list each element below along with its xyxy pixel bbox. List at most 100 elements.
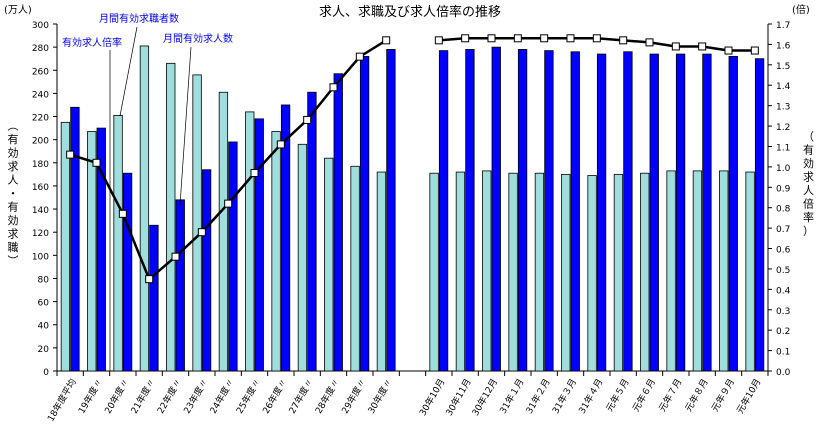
left-axis-unit: (万人) xyxy=(4,4,32,16)
category-label: 22年度〃 xyxy=(154,377,184,416)
left-tick-label: 100 xyxy=(32,252,49,262)
ratio-point xyxy=(92,158,101,167)
right-tick-label: 0.8 xyxy=(776,205,791,215)
ratio-point xyxy=(750,46,759,55)
ratio-point xyxy=(224,199,233,208)
annotation-leader xyxy=(179,46,192,206)
job-seekers-bar xyxy=(192,74,202,372)
job-offers-bar xyxy=(754,58,765,372)
job-offers-bar xyxy=(254,118,264,372)
right-tick-label: 1.5 xyxy=(776,62,790,72)
left-tick-label: 300 xyxy=(32,21,49,31)
job-offers-bar xyxy=(175,199,185,372)
category-label: 31年４月 xyxy=(576,377,606,416)
category-label: 21年度〃 xyxy=(128,377,158,416)
ratio-point xyxy=(276,140,285,149)
annotation-leader xyxy=(119,26,138,117)
job-offers-bar xyxy=(333,73,343,372)
job-seekers-bar xyxy=(271,131,281,372)
right-tick-label: 0.3 xyxy=(776,307,790,317)
job-seekers-bar xyxy=(719,170,729,372)
job-offers-bar xyxy=(70,106,80,372)
job-offers-bar xyxy=(149,224,159,372)
category-label: 元年８月 xyxy=(682,377,710,414)
job-seekers-bar xyxy=(87,131,97,372)
category-label: 元年10月 xyxy=(734,377,764,416)
category-label: 31年２月 xyxy=(523,377,553,416)
job-offers-bar xyxy=(570,51,580,372)
category-label: 30年12月 xyxy=(469,377,500,418)
job-seekers-bar xyxy=(745,171,755,372)
right-tick-label: 1.4 xyxy=(776,82,791,92)
left-tick-label: 120 xyxy=(32,229,49,239)
job-offers-bar xyxy=(544,50,554,372)
right-tick-label: 1.2 xyxy=(776,123,790,133)
right-axis-unit: (倍) xyxy=(792,3,810,16)
ratio-point xyxy=(645,38,654,47)
job-seekers-bar xyxy=(324,157,334,372)
left-tick-label: 0 xyxy=(43,368,49,378)
category-label: 26年度〃 xyxy=(260,377,290,416)
left-tick-label: 60 xyxy=(38,299,50,309)
ratio-point xyxy=(250,169,259,178)
job-offers-bar xyxy=(201,169,212,372)
category-label: 29年度〃 xyxy=(339,377,369,416)
job-seekers-bar xyxy=(218,91,229,372)
job-offers-bar xyxy=(307,91,317,372)
category-label: 31年３月 xyxy=(549,377,579,416)
ratio-point xyxy=(382,36,391,45)
ratio-point xyxy=(671,42,680,51)
right-tick-label: 1.1 xyxy=(776,143,790,153)
job-offers-bar xyxy=(96,127,106,372)
right-tick-label: 0.9 xyxy=(776,184,791,194)
job-offers-bar xyxy=(728,55,738,372)
job-offers-bar xyxy=(491,46,501,372)
category-label: 元年９月 xyxy=(709,377,737,414)
ratio-point xyxy=(66,150,75,159)
job-seekers-bar xyxy=(508,172,518,372)
ratio-point xyxy=(303,115,312,124)
ratio-point xyxy=(171,252,180,261)
right-tick-label: 0.5 xyxy=(776,266,790,276)
job-offers-bar xyxy=(675,53,686,372)
left-tick-label: 160 xyxy=(32,183,49,193)
ratio-point xyxy=(698,42,707,51)
ratio-point xyxy=(434,36,443,45)
chart-title: 求人、求職及び求人倍率の推移 xyxy=(319,4,501,20)
job-offers-bar xyxy=(359,55,370,372)
right-tick-label: 1.6 xyxy=(776,41,791,51)
ratio-point xyxy=(724,46,733,55)
job-offers-bar xyxy=(122,172,133,372)
job-seekers-bar xyxy=(60,121,71,372)
job-offers-bar xyxy=(649,53,659,372)
left-tick-label: 180 xyxy=(32,160,49,170)
job-seekers-bar xyxy=(245,111,255,372)
category-label: 19年度〃 xyxy=(75,377,105,416)
ratio-point xyxy=(619,36,628,45)
job-seekers-bar xyxy=(534,172,545,372)
job-seekers-bar xyxy=(587,175,597,372)
left-tick-label: 20 xyxy=(38,345,50,355)
job-seekers-bar xyxy=(561,173,571,372)
category-label: 18年度平均 xyxy=(45,377,79,424)
right-tick-label: 1.3 xyxy=(776,103,790,113)
right-tick-label: 0.2 xyxy=(776,327,790,337)
annotation-label: 有効求人倍率 xyxy=(62,36,122,49)
job-seekers-bar xyxy=(350,165,360,372)
ratio-point xyxy=(513,34,522,43)
category-label: 24年度〃 xyxy=(207,377,237,416)
job-offers-bar xyxy=(438,50,449,372)
left-tick-label: 40 xyxy=(38,322,50,332)
left-tick-label: 220 xyxy=(32,114,49,124)
right-axis-label: （有効求人倍率） xyxy=(803,130,814,238)
ratio-point xyxy=(197,228,206,237)
ratio-point xyxy=(540,34,549,43)
right-tick-label: 1.7 xyxy=(776,21,790,31)
ratio-point xyxy=(118,209,127,218)
left-tick-label: 240 xyxy=(32,90,49,100)
job-seekers-bar xyxy=(429,172,439,372)
job-seekers-bar xyxy=(139,45,150,372)
job-offers-bar xyxy=(386,49,396,372)
job-seekers-bar xyxy=(376,171,387,372)
